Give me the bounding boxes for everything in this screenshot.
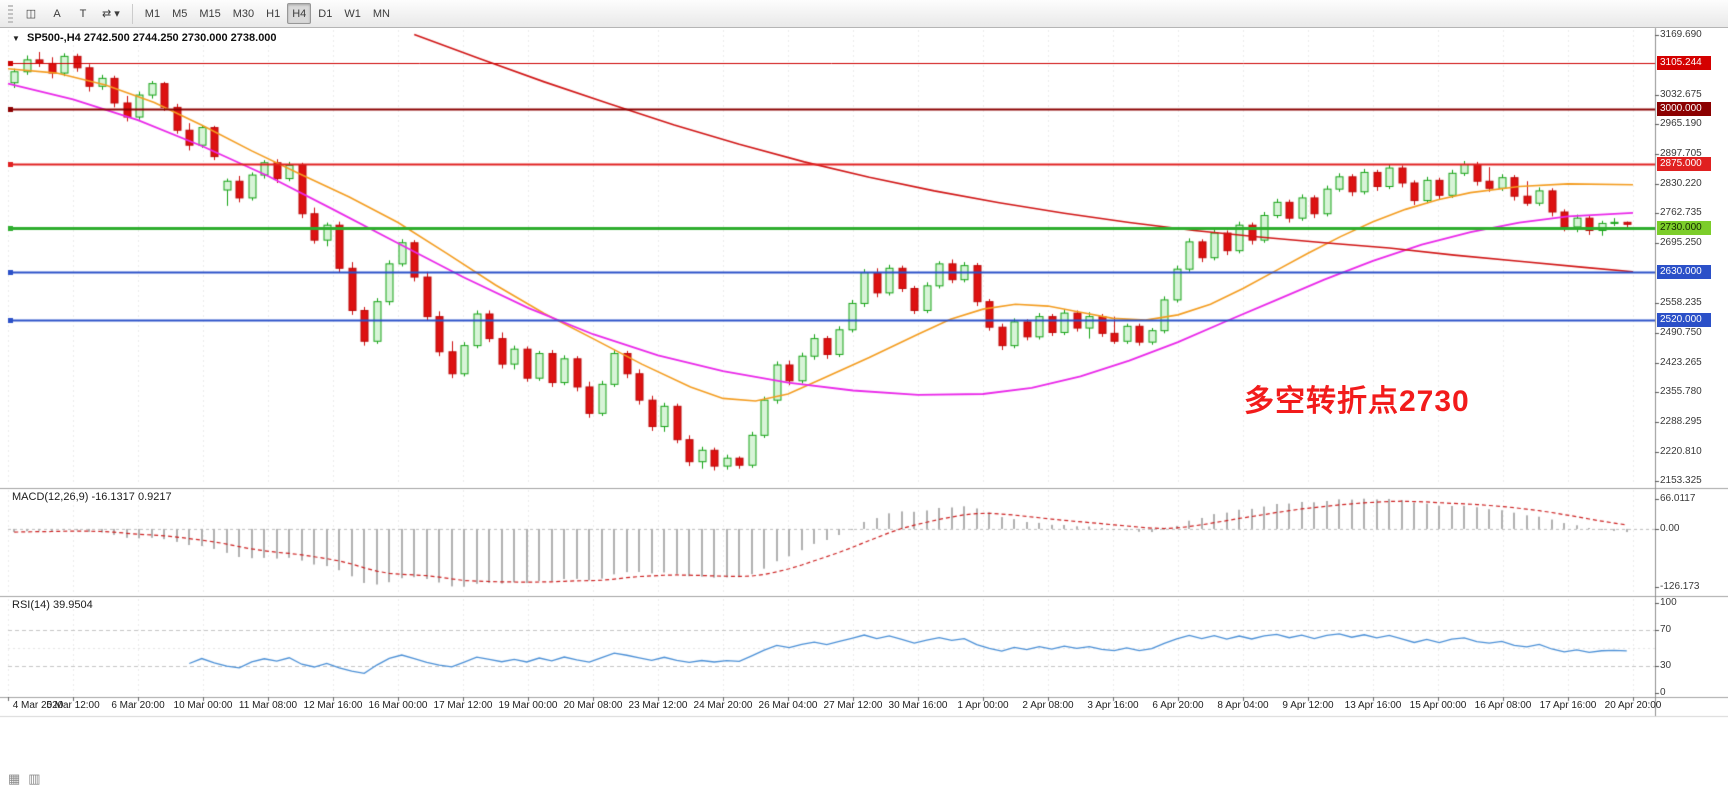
timeframe-button-mn[interactable]: MN xyxy=(368,3,395,24)
toolbar-separator xyxy=(131,3,133,24)
timeframe-button-w1[interactable]: W1 xyxy=(339,3,366,24)
chart-window-button[interactable]: ◫ xyxy=(19,3,43,24)
timeframe-button-h4[interactable]: H4 xyxy=(287,3,312,24)
timeframe-button-h1[interactable]: H1 xyxy=(261,3,285,24)
timeframe-button-d1[interactable]: D1 xyxy=(313,3,337,24)
text-tool-button[interactable]: T xyxy=(71,3,95,24)
shift-arrows-button[interactable]: ⇄ ▾ xyxy=(97,3,125,24)
timeframe-button-m1[interactable]: M1 xyxy=(140,3,165,24)
grid-icon[interactable]: ▦ xyxy=(8,771,21,786)
timeframe-button-m30[interactable]: M30 xyxy=(228,3,259,24)
panel-icon[interactable]: ▥ xyxy=(28,771,41,786)
font-a-button[interactable]: A xyxy=(45,3,69,24)
timeframe-button-m5[interactable]: M5 xyxy=(167,3,192,24)
toolbar-grip[interactable] xyxy=(8,4,13,23)
toolbar: ◫ A T ⇄ ▾ M1 M5 M15 M30 H1 H4 D1 W1 MN xyxy=(0,0,1728,28)
timeframe-button-m15[interactable]: M15 xyxy=(194,3,225,24)
status-bar: ▦ ▥ xyxy=(0,770,49,788)
